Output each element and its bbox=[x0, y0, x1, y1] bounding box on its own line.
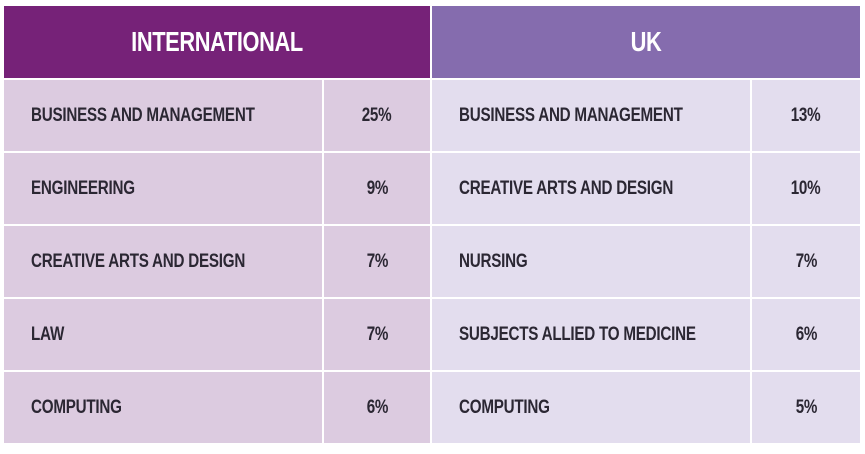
subject-label: LAW bbox=[31, 323, 65, 345]
percent-value: 9% bbox=[366, 177, 388, 199]
subject-cell: SUBJECTS ALLIED TO MEDICINE bbox=[432, 299, 750, 370]
subject-cell: CREATIVE ARTS AND DESIGN bbox=[432, 153, 750, 224]
uk-header: UK bbox=[432, 6, 860, 78]
subject-label: COMPUTING bbox=[31, 396, 122, 418]
subject-label: BUSINESS AND MANAGEMENT bbox=[459, 104, 683, 126]
uk-header-label: UK bbox=[630, 26, 662, 57]
table-row: NURSING 7% bbox=[432, 226, 860, 297]
percent-value: 10% bbox=[791, 177, 821, 199]
international-header: INTERNATIONAL bbox=[4, 6, 430, 78]
table-row: CREATIVE ARTS AND DESIGN 7% bbox=[4, 226, 430, 297]
percent-cell: 7% bbox=[324, 226, 430, 297]
percent-cell: 10% bbox=[752, 153, 860, 224]
subject-cell: LAW bbox=[4, 299, 322, 370]
uk-rows: BUSINESS AND MANAGEMENT 13% CREATIVE ART… bbox=[432, 80, 860, 445]
percent-cell: 7% bbox=[324, 299, 430, 370]
subject-label: CREATIVE ARTS AND DESIGN bbox=[459, 177, 674, 199]
table-row: SUBJECTS ALLIED TO MEDICINE 6% bbox=[432, 299, 860, 370]
percent-value: 13% bbox=[791, 104, 821, 126]
table-row: COMPUTING 5% bbox=[432, 372, 860, 443]
international-panel: INTERNATIONAL BUSINESS AND MANAGEMENT 25… bbox=[4, 6, 430, 447]
percent-value: 6% bbox=[366, 396, 388, 418]
percent-value: 25% bbox=[362, 104, 392, 126]
subject-cell: CREATIVE ARTS AND DESIGN bbox=[4, 226, 322, 297]
subject-cell: NURSING bbox=[432, 226, 750, 297]
subject-label: BUSINESS AND MANAGEMENT bbox=[31, 104, 255, 126]
percent-cell: 7% bbox=[752, 226, 860, 297]
subject-label: SUBJECTS ALLIED TO MEDICINE bbox=[459, 323, 696, 345]
subject-label: COMPUTING bbox=[459, 396, 550, 418]
table-row: BUSINESS AND MANAGEMENT 25% bbox=[4, 80, 430, 151]
table-row: CREATIVE ARTS AND DESIGN 10% bbox=[432, 153, 860, 224]
percent-value: 6% bbox=[795, 323, 817, 345]
international-header-label: INTERNATIONAL bbox=[131, 26, 303, 57]
uk-panel: UK BUSINESS AND MANAGEMENT 13% CREATIVE … bbox=[432, 6, 860, 447]
subject-cell: COMPUTING bbox=[4, 372, 322, 443]
percent-cell: 25% bbox=[324, 80, 430, 151]
percent-value: 5% bbox=[795, 396, 817, 418]
subjects-comparison-table: INTERNATIONAL BUSINESS AND MANAGEMENT 25… bbox=[4, 6, 860, 447]
subject-cell: BUSINESS AND MANAGEMENT bbox=[432, 80, 750, 151]
percent-cell: 5% bbox=[752, 372, 860, 443]
subject-cell: COMPUTING bbox=[432, 372, 750, 443]
percent-cell: 6% bbox=[324, 372, 430, 443]
international-rows: BUSINESS AND MANAGEMENT 25% ENGINEERING … bbox=[4, 80, 430, 445]
percent-value: 7% bbox=[366, 323, 388, 345]
table-row: BUSINESS AND MANAGEMENT 13% bbox=[432, 80, 860, 151]
percent-value: 7% bbox=[366, 250, 388, 272]
percent-cell: 6% bbox=[752, 299, 860, 370]
table-row: LAW 7% bbox=[4, 299, 430, 370]
percent-value: 7% bbox=[795, 250, 817, 272]
table-row: ENGINEERING 9% bbox=[4, 153, 430, 224]
subject-label: NURSING bbox=[459, 250, 528, 272]
subject-label: ENGINEERING bbox=[31, 177, 135, 199]
table-row: COMPUTING 6% bbox=[4, 372, 430, 443]
subject-cell: ENGINEERING bbox=[4, 153, 322, 224]
percent-cell: 9% bbox=[324, 153, 430, 224]
percent-cell: 13% bbox=[752, 80, 860, 151]
subject-cell: BUSINESS AND MANAGEMENT bbox=[4, 80, 322, 151]
subject-label: CREATIVE ARTS AND DESIGN bbox=[31, 250, 246, 272]
